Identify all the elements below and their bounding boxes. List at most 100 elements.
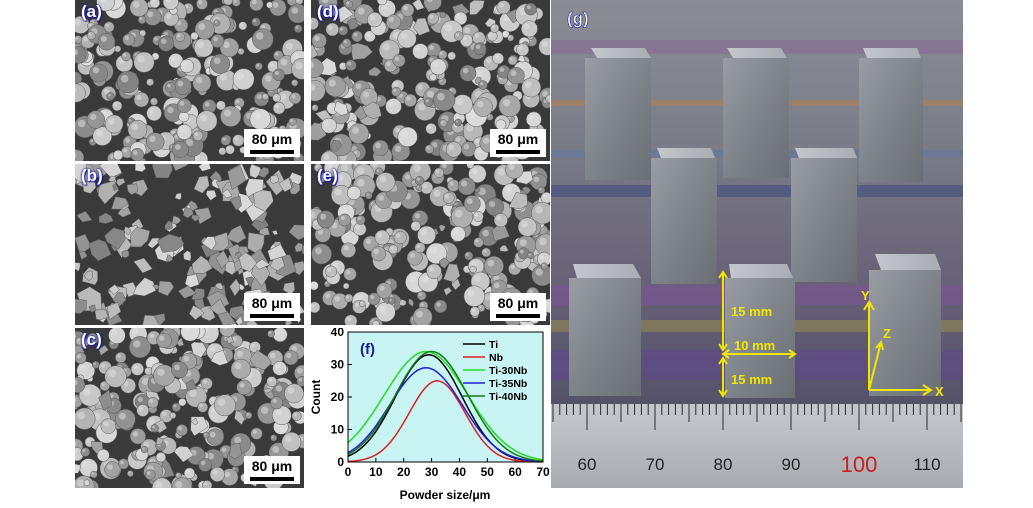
powder-particle — [157, 333, 172, 348]
powder-particle — [454, 32, 463, 41]
powder-particle — [447, 180, 459, 192]
powder-particle — [146, 133, 164, 151]
particle-highlight — [149, 399, 153, 403]
powder-particle — [386, 98, 402, 114]
particle-highlight — [293, 81, 295, 83]
particle-highlight — [275, 104, 279, 108]
particle-highlight — [101, 36, 107, 42]
particle-highlight — [149, 109, 154, 114]
particle-highlight — [406, 96, 410, 100]
particle-highlight — [415, 46, 420, 51]
particle-highlight — [335, 189, 342, 196]
particle-highlight — [341, 164, 348, 171]
particle-highlight — [133, 1, 139, 7]
particle-highlight — [137, 56, 144, 63]
particle-highlight — [393, 89, 396, 92]
particle-highlight — [133, 340, 140, 347]
particle-highlight — [174, 365, 180, 371]
particle-highlight — [419, 293, 422, 296]
powder-particle — [198, 402, 208, 412]
sem-panel-a: (a) 80 μm — [75, 0, 304, 161]
particle-highlight — [142, 447, 144, 449]
particle-highlight — [495, 55, 499, 59]
powder-particle — [393, 54, 405, 66]
scale-bar-text: 80 μm — [244, 295, 300, 311]
powder-particle — [312, 105, 318, 111]
particle-highlight — [133, 431, 138, 436]
particle-highlight — [403, 6, 408, 11]
x-tick-label: 0 — [345, 465, 352, 479]
powder-particle — [289, 118, 297, 126]
particle-highlight — [125, 138, 130, 143]
particle-highlight — [251, 344, 255, 348]
particle-highlight — [180, 400, 183, 403]
particle-highlight — [89, 33, 92, 36]
powder-particle — [131, 363, 144, 376]
particle-highlight — [152, 99, 155, 102]
legend-label: Nb — [489, 352, 503, 364]
powder-particle — [239, 22, 247, 30]
particle-highlight — [112, 330, 118, 336]
powder-particle — [267, 377, 277, 387]
particle-highlight — [123, 148, 127, 152]
particle-highlight — [297, 368, 303, 374]
particle-highlight — [99, 451, 103, 455]
powder-particle — [350, 43, 372, 60]
powder-particle — [273, 102, 285, 114]
particle-highlight — [276, 409, 283, 416]
particle-highlight — [509, 164, 515, 170]
powder-particle — [109, 328, 126, 344]
particle-highlight — [178, 426, 182, 430]
particle-highlight — [401, 131, 408, 138]
particle-highlight — [147, 11, 153, 17]
powder-particle — [184, 468, 195, 479]
particle-highlight — [395, 57, 399, 61]
particle-highlight — [539, 188, 541, 190]
particle-highlight — [83, 388, 91, 396]
powder-particle — [252, 29, 273, 50]
powder-particle — [418, 226, 436, 244]
particle-highlight — [273, 2, 279, 8]
particle-highlight — [429, 45, 434, 50]
powder-particle — [211, 34, 224, 47]
powder-particle — [516, 44, 528, 56]
particle-highlight — [286, 353, 291, 358]
particle-highlight — [178, 81, 184, 87]
powder-particle — [193, 131, 203, 141]
particle-highlight — [335, 296, 341, 302]
particle-highlight — [503, 32, 506, 35]
powder-particle — [133, 278, 155, 296]
particle-highlight — [344, 284, 346, 286]
powder-particle — [193, 74, 211, 92]
powder-particle — [356, 215, 365, 224]
powder-particle — [135, 164, 146, 172]
powder-particle — [326, 23, 339, 36]
particle-highlight — [213, 37, 218, 42]
powder-particle — [152, 164, 172, 178]
particle-highlight — [354, 33, 358, 37]
particle-highlight — [367, 193, 369, 195]
powder-particle — [175, 193, 181, 200]
powder-particle — [474, 43, 486, 55]
particle-highlight — [109, 370, 117, 378]
particle-highlight — [107, 464, 113, 470]
powder-particle — [150, 98, 157, 105]
particle-highlight — [236, 100, 240, 104]
particle-highlight — [205, 102, 210, 107]
powder-particle — [499, 95, 521, 117]
particle-highlight — [539, 238, 547, 246]
particle-highlight — [542, 41, 548, 47]
particle-highlight — [200, 114, 207, 121]
particle-highlight — [360, 302, 362, 304]
powder-particle — [521, 21, 537, 37]
powder-particle — [113, 150, 123, 160]
particle-highlight — [395, 146, 401, 152]
printed-samples-photo: 15 mm 10 mm 15 mm Y X Z 60 70 80 90 100 … — [551, 0, 963, 488]
powder-particle — [427, 13, 438, 24]
particle-highlight — [90, 114, 96, 120]
scale-bar-text: 80 μm — [490, 295, 546, 311]
powder-particle — [90, 64, 108, 82]
particle-highlight — [291, 7, 298, 14]
particle-highlight — [477, 101, 484, 108]
particle-highlight — [415, 213, 420, 218]
